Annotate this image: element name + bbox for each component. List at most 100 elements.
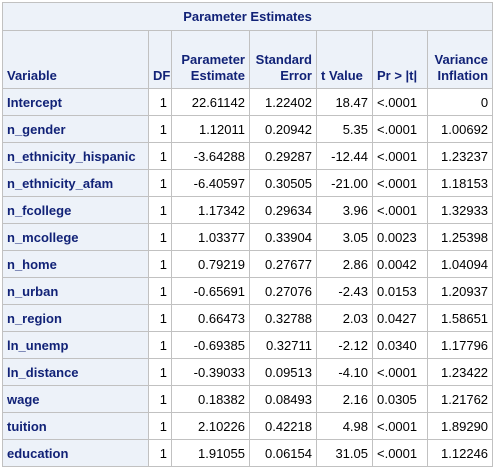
cell-p-value: <.0001 <box>372 142 428 170</box>
cell-df: 1 <box>148 223 172 251</box>
table-row: Intercept 1 22.61142 1.22402 18.47 <.0001 0 <box>2 88 494 116</box>
table-row: n_ethnicity_hispanic 1 -3.64288 0.29287 -12.… <box>2 142 494 170</box>
cell-parameter-estimate: 1.91055 <box>171 439 250 467</box>
cell-standard-error: 0.09513 <box>249 358 317 386</box>
header-t-value: t Value <box>316 30 373 89</box>
cell-parameter-estimate: 1.03377 <box>171 223 250 251</box>
table-title: Parameter Estimates <box>1 2 494 31</box>
cell-standard-error: 0.32788 <box>249 304 317 332</box>
cell-parameter-estimate: 1.17342 <box>171 196 250 224</box>
cell-standard-error: 0.08493 <box>249 385 317 413</box>
cell-variance-inflation: 1.21762 <box>426 385 494 413</box>
header-parameter-estimate: Parameter Estimate <box>171 30 250 89</box>
row-header-variable: n_fcollege <box>2 196 149 224</box>
cell-t-value: 2.86 <box>316 250 373 278</box>
cell-p-value: <.0001 <box>372 412 428 440</box>
cell-t-value: 3.05 <box>316 223 373 251</box>
cell-variance-inflation: 1.32933 <box>426 196 494 224</box>
cell-parameter-estimate: -0.69385 <box>171 331 250 359</box>
cell-standard-error: 0.29287 <box>249 142 317 170</box>
row-header-variable: wage <box>2 385 149 413</box>
table-row: tuition 1 2.10226 0.42218 4.98 <.0001 1.89290 <box>2 412 494 440</box>
header-standard-error-line2: Error <box>280 68 312 83</box>
cell-p-value: 0.0023 <box>372 223 428 251</box>
cell-variance-inflation: 1.17796 <box>426 331 494 359</box>
table-row: n_region 1 0.66473 0.32788 2.03 0.0427 1.58651 <box>2 304 494 332</box>
table-row: n_ethnicity_afam 1 -6.40597 0.30505 -21.00 <.… <box>2 169 494 197</box>
cell-parameter-estimate: -6.40597 <box>171 169 250 197</box>
cell-p-value: <.0001 <box>372 88 428 116</box>
header-p-value: Pr > |t| <box>372 30 428 89</box>
table-row: education 1 1.91055 0.06154 31.05 <.0001 1.122… <box>2 439 494 467</box>
cell-standard-error: 0.32711 <box>249 331 317 359</box>
row-header-variable: n_home <box>2 250 149 278</box>
cell-df: 1 <box>148 277 172 305</box>
cell-t-value: 2.03 <box>316 304 373 332</box>
cell-df: 1 <box>148 412 172 440</box>
row-header-variable: Intercept <box>2 88 149 116</box>
table-row: n_home 1 0.79219 0.27677 2.86 0.0042 1.04094 <box>2 250 494 278</box>
column-header-row: Variable DF Parameter Estimate Standard … <box>2 30 494 89</box>
table-row: ln_unemp 1 -0.69385 0.32711 -2.12 0.0340 1.177… <box>2 331 494 359</box>
cell-variance-inflation: 1.18153 <box>426 169 494 197</box>
cell-standard-error: 0.42218 <box>249 412 317 440</box>
row-header-variable: n_mcollege <box>2 223 149 251</box>
row-header-variable: n_ethnicity_afam <box>2 169 149 197</box>
cell-parameter-estimate: 0.18382 <box>171 385 250 413</box>
cell-t-value: -2.12 <box>316 331 373 359</box>
cell-variance-inflation: 1.04094 <box>426 250 494 278</box>
cell-df: 1 <box>148 250 172 278</box>
cell-variance-inflation: 1.23237 <box>426 142 494 170</box>
cell-df: 1 <box>148 358 172 386</box>
header-parameter-estimate-line2: Estimate <box>190 68 245 83</box>
cell-t-value: -12.44 <box>316 142 373 170</box>
cell-standard-error: 0.27076 <box>249 277 317 305</box>
cell-parameter-estimate: 0.79219 <box>171 250 250 278</box>
cell-t-value: 31.05 <box>316 439 373 467</box>
cell-p-value: <.0001 <box>372 196 428 224</box>
cell-standard-error: 0.30505 <box>249 169 317 197</box>
header-standard-error: Standard Error <box>249 30 317 89</box>
cell-df: 1 <box>148 115 172 143</box>
cell-standard-error: 0.29634 <box>249 196 317 224</box>
table-row: n_fcollege 1 1.17342 0.29634 3.96 <.0001 1.329… <box>2 196 494 224</box>
cell-standard-error: 0.27677 <box>249 250 317 278</box>
row-header-variable: tuition <box>2 412 149 440</box>
row-header-variable: ln_distance <box>2 358 149 386</box>
cell-parameter-estimate: 22.61142 <box>171 88 250 116</box>
cell-parameter-estimate: -0.39033 <box>171 358 250 386</box>
cell-t-value: 18.47 <box>316 88 373 116</box>
cell-t-value: 5.35 <box>316 115 373 143</box>
cell-df: 1 <box>148 88 172 116</box>
cell-variance-inflation: 0 <box>426 88 494 116</box>
cell-variance-inflation: 1.89290 <box>426 412 494 440</box>
cell-variance-inflation: 1.23422 <box>426 358 494 386</box>
header-variable: Variable <box>2 30 149 89</box>
table-title-row: Parameter Estimates <box>1 2 494 31</box>
cell-p-value: 0.0042 <box>372 250 428 278</box>
cell-p-value: 0.0305 <box>372 385 428 413</box>
cell-p-value: <.0001 <box>372 439 428 467</box>
cell-variance-inflation: 1.58651 <box>426 304 494 332</box>
cell-standard-error: 0.33904 <box>249 223 317 251</box>
cell-standard-error: 0.06154 <box>249 439 317 467</box>
cell-standard-error: 0.20942 <box>249 115 317 143</box>
cell-df: 1 <box>148 196 172 224</box>
cell-t-value: -21.00 <box>316 169 373 197</box>
cell-standard-error: 1.22402 <box>249 88 317 116</box>
cell-t-value: -4.10 <box>316 358 373 386</box>
row-header-variable: education <box>2 439 149 467</box>
cell-p-value: 0.0340 <box>372 331 428 359</box>
cell-parameter-estimate: -3.64288 <box>171 142 250 170</box>
table-body: Intercept 1 22.61142 1.22402 18.47 <.0001 0 n_g… <box>2 88 494 467</box>
cell-parameter-estimate: 2.10226 <box>171 412 250 440</box>
cell-t-value: 2.16 <box>316 385 373 413</box>
cell-df: 1 <box>148 142 172 170</box>
cell-df: 1 <box>148 385 172 413</box>
cell-parameter-estimate: -0.65691 <box>171 277 250 305</box>
cell-variance-inflation: 1.00692 <box>426 115 494 143</box>
table-row: ln_distance 1 -0.39033 0.09513 -4.10 <.0001 1.… <box>2 358 494 386</box>
row-header-variable: n_gender <box>2 115 149 143</box>
cell-t-value: -2.43 <box>316 277 373 305</box>
